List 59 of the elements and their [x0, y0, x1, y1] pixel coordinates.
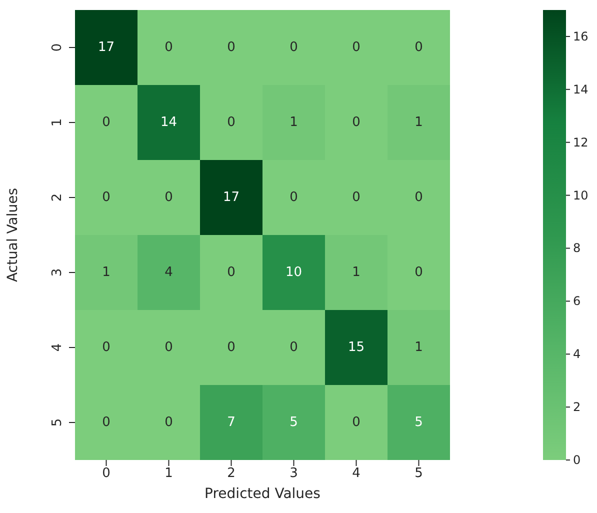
x-tick-label: 2 — [227, 466, 236, 482]
y-tick-label: 1 — [50, 118, 65, 127]
data-label: 1 — [414, 115, 423, 130]
data-label: 0 — [414, 40, 423, 55]
data-label: 5 — [414, 415, 423, 430]
data-label: 0 — [164, 40, 173, 55]
data-label: 10 — [285, 265, 302, 280]
x-tick-label: 3 — [290, 466, 298, 482]
y-tick-label: 2 — [50, 193, 65, 202]
data-label: 0 — [227, 340, 236, 355]
data-label: 0 — [227, 115, 236, 130]
x-axis-title: Predicted Values — [204, 486, 320, 502]
data-label: 14 — [160, 115, 178, 130]
data-label: 0 — [290, 40, 298, 55]
color-bar-label: 10 — [573, 188, 588, 202]
y-tick-label: 3 — [50, 268, 65, 277]
color-bar-label: 6 — [573, 294, 581, 308]
data-label: 0 — [102, 340, 110, 355]
data-label: 17 — [222, 190, 240, 205]
data-label: 0 — [414, 265, 423, 280]
x-tick-label: 4 — [352, 466, 360, 482]
data-label: 1 — [414, 340, 423, 355]
y-tick-label: 5 — [50, 418, 65, 427]
x-tick-label: 0 — [102, 466, 110, 482]
color-bar-label: 12 — [573, 135, 588, 150]
y-tick-label: 0 — [50, 43, 65, 52]
data-label: 0 — [164, 190, 173, 205]
x-tick-label: 1 — [164, 466, 173, 482]
data-label: 0 — [164, 340, 173, 355]
data-label: 0 — [352, 115, 360, 130]
data-label: 0 — [414, 190, 423, 205]
data-label: 5 — [290, 415, 298, 430]
color-bar-label: 0 — [573, 453, 581, 467]
y-tick-label: 4 — [50, 343, 65, 352]
data-label: 7 — [227, 415, 236, 430]
data-label: 0 — [227, 40, 236, 55]
color-bar-label: 14 — [573, 82, 588, 96]
data-label: 15 — [348, 340, 365, 355]
data-label: 0 — [102, 190, 110, 205]
data-label: 0 — [352, 415, 360, 430]
data-label: 1 — [352, 265, 360, 280]
data-label: 0 — [102, 415, 110, 430]
data-label: 4 — [164, 265, 173, 280]
data-label: 0 — [290, 190, 298, 205]
color-bar-label: 4 — [573, 347, 581, 362]
x-tick-label: 5 — [414, 466, 423, 482]
data-label: 0 — [102, 115, 110, 130]
color-bar-label: 2 — [573, 400, 581, 414]
data-label: 1 — [102, 265, 110, 280]
data-label: 0 — [352, 40, 360, 55]
color-bar-label: 16 — [573, 29, 588, 44]
data-label: 0 — [290, 340, 298, 355]
data-label: 0 — [164, 415, 173, 430]
y-axis-title: Actual Values — [4, 188, 21, 282]
data-label: 0 — [227, 265, 236, 280]
color-bar-label: 8 — [573, 241, 581, 256]
data-label: 0 — [352, 190, 360, 205]
data-label: 17 — [98, 40, 115, 55]
data-label: 1 — [290, 115, 298, 130]
